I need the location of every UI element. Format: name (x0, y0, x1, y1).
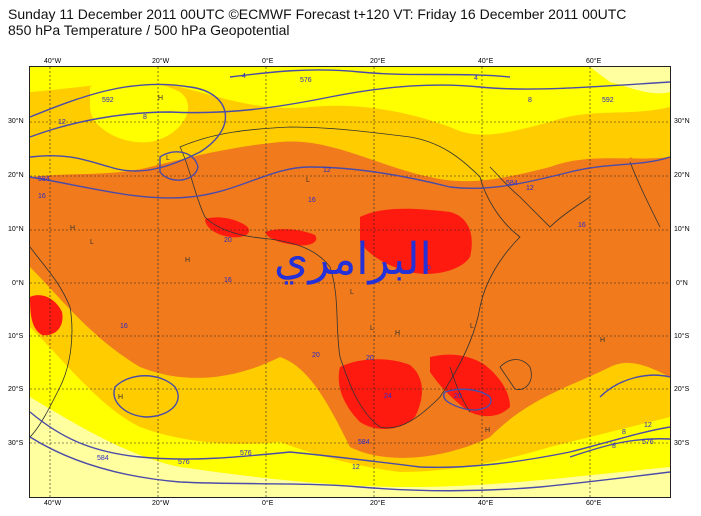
lat-label-right-20n: 20°N (674, 172, 690, 179)
temp-label: 12 (352, 464, 360, 471)
lon-label-bottom-60e: 60°E (586, 500, 602, 507)
temp-band-lt8-south (30, 397, 670, 497)
temp-label: 20 (366, 355, 374, 362)
lon-label-top-40w: 40°W (44, 58, 62, 65)
temp-label: 16 (224, 277, 232, 284)
lat-label-right-30n: 30°N (674, 118, 690, 125)
title-line-1: Sunday 11 December 2011 00UTC ©ECMWF For… (8, 6, 627, 22)
geopotential-label: 576 (642, 439, 654, 446)
lon-label-top-60e: 60°E (586, 58, 602, 65)
temp-band-gt20-sudan (360, 208, 472, 274)
map-canvas (30, 67, 670, 497)
geopotential-label: 576 (178, 459, 190, 466)
temp-label: 4 (474, 75, 478, 82)
temp-label: 24 (384, 393, 392, 400)
lat-label-right-10s: 10°S (674, 333, 690, 340)
temp-band-gt20-mozambique (430, 354, 510, 417)
lon-label-top-20e: 20°E (370, 58, 386, 65)
high-centre: H (118, 394, 124, 401)
temp-band-8-12-atlantic (90, 80, 189, 143)
temp-label: 12 (526, 185, 534, 192)
temp-band-8-12-north (30, 67, 670, 135)
temp-band-16-20-india (615, 157, 670, 367)
temp-band-lt8-north (590, 67, 670, 94)
temp-label: 16 (308, 197, 316, 204)
temp-label: 16 (578, 222, 586, 229)
high-centre: H (600, 337, 606, 344)
temp-label: 8 (622, 429, 626, 436)
lon-label-top-20w: 20°W (152, 58, 170, 65)
low-centre: L (90, 239, 94, 246)
temp-band-gt20-nigeria (265, 229, 317, 246)
lon-label-top-40e: 40°E (478, 58, 494, 65)
temp-label: 20 (312, 352, 320, 359)
temp-label: 12 (58, 119, 66, 126)
lon-label-bottom-40e: 40°E (478, 500, 494, 507)
temp-label: 8 (528, 97, 532, 104)
lat-label-right-0n: 0°N (676, 280, 688, 287)
lat-label-right-30s: 30°S (674, 440, 690, 447)
lon-label-bottom-0e: 0°E (262, 500, 274, 507)
lat-label-left-20s: 20°S (8, 386, 24, 393)
lat-label-left-20n: 20°N (8, 172, 24, 179)
high-centre: H (158, 95, 164, 102)
lat-label-right-20s: 20°S (674, 386, 690, 393)
geopotential-label: 576 (300, 77, 312, 84)
watermark-signature: البرامري (274, 234, 432, 285)
lat-label-left-30s: 30°S (8, 440, 24, 447)
geopotential-contours (30, 69, 670, 492)
geopotential-label: 576 (240, 450, 252, 457)
temp-label: 8 (612, 443, 616, 450)
graticule (30, 67, 670, 497)
geopotential-label: 584 (38, 176, 50, 183)
low-centre: L (350, 289, 354, 296)
temp-label: 20 (454, 393, 462, 400)
geopotential-label: 592 (602, 97, 614, 104)
temp-band-gt20-westafrica (205, 217, 250, 238)
title-line-2: 850 hPa Temperature / 500 hPa Geopotenti… (8, 22, 290, 38)
low-centre: L (166, 155, 170, 162)
high-centre: H (395, 330, 401, 337)
temp-label: 12 (644, 422, 652, 429)
lon-label-bottom-20e: 20°E (370, 500, 386, 507)
temp-label: 4 (242, 73, 246, 80)
geopotential-label: 592 (102, 97, 114, 104)
low-centre: L (470, 323, 474, 330)
lon-label-bottom-40w: 40°W (44, 500, 62, 507)
lon-label-bottom-20w: 20°W (152, 500, 170, 507)
geopotential-label: 584 (358, 439, 370, 446)
lon-label-top-0e: 0°E (262, 58, 274, 65)
low-centre: L (370, 325, 374, 332)
temp-label: 20 (224, 237, 232, 244)
lat-label-left-10n: 10°N (8, 226, 24, 233)
geopotential-label: 584 (97, 455, 109, 462)
temp-band-gt20-brazil (30, 295, 63, 336)
temp-label: 20 (423, 265, 431, 272)
temp-label: 16 (38, 193, 46, 200)
lat-label-right-10n: 10°N (674, 226, 690, 233)
temp-label: 12 (323, 167, 331, 174)
map-title: Sunday 11 December 2011 00UTC ©ECMWF For… (8, 6, 626, 38)
temp-label: 16 (120, 323, 128, 330)
temp-band-8-12-south (30, 327, 670, 497)
lat-label-left-30n: 30°N (8, 118, 24, 125)
temp-band-gt20-kalahari (338, 359, 422, 429)
lat-label-left-0n: 0°N (12, 280, 24, 287)
temp-band-12-16-south (30, 267, 670, 497)
high-centre: H (485, 427, 491, 434)
temp-label: 8 (143, 114, 147, 121)
lat-label-left-10s: 10°S (8, 333, 24, 340)
geopotential-label: 584 (506, 180, 518, 187)
forecast-map: 12 12 12 12 12 16 16 16 16 16 20 20 20 2… (29, 66, 671, 498)
low-centre: L (306, 177, 310, 184)
high-centre: H (70, 225, 76, 232)
high-centre: H (185, 257, 191, 264)
